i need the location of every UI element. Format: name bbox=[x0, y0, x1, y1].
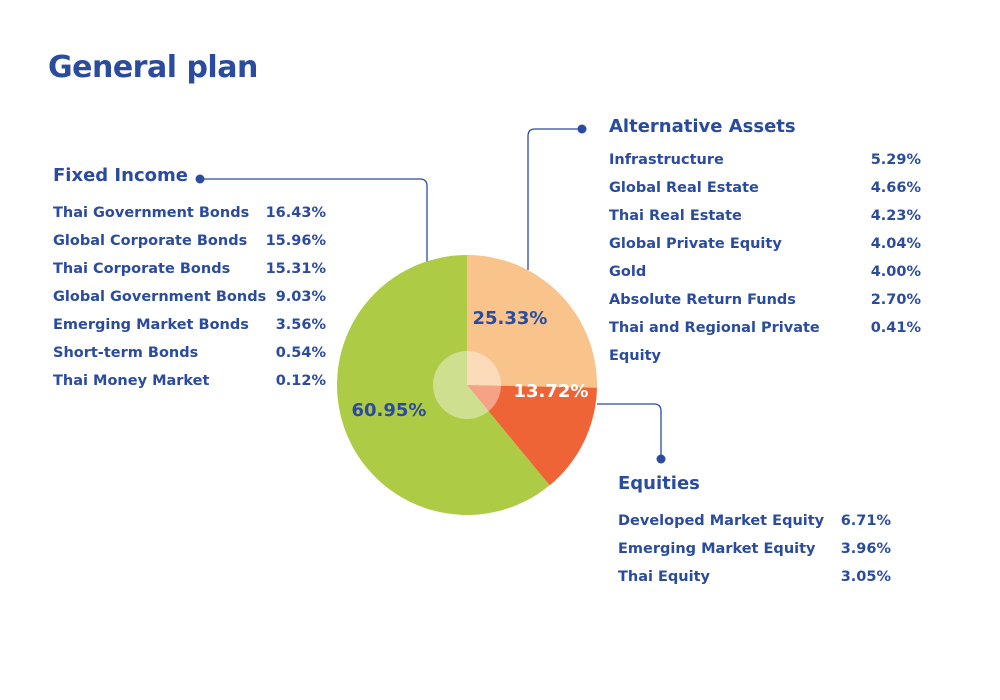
item-name: Short-term Bonds bbox=[53, 345, 199, 361]
item-value: 4.23% bbox=[870, 208, 921, 224]
item-name: Absolute Return Funds bbox=[609, 292, 796, 308]
list-item: Thai Equity 3.05% bbox=[618, 563, 891, 591]
item-name: Thai Equity bbox=[618, 569, 710, 585]
group-title: Equities bbox=[618, 473, 700, 494]
list-item: Short-term Bonds 0.54% bbox=[53, 339, 326, 367]
item-name: Thai and Regional Private Equity bbox=[609, 320, 820, 364]
pie-slice-equities bbox=[467, 385, 597, 486]
item-value: 15.96% bbox=[265, 233, 326, 249]
alternative-assets-group: Alternative Assets Infrastructure 5.29% Gl… bbox=[609, 116, 921, 364]
fixed-income-connector bbox=[200, 178, 428, 262]
pie-slice-alternative-assets bbox=[467, 255, 597, 388]
item-value: 5.29% bbox=[870, 152, 921, 168]
item-name: Thai Corporate Bonds bbox=[53, 261, 231, 277]
slice-label-alternative: 25.33% bbox=[473, 308, 548, 329]
list-item: Developed Market Equity 6.71% bbox=[618, 507, 891, 535]
item-value: 6.71% bbox=[840, 513, 891, 529]
equities-dot bbox=[656, 454, 666, 464]
page-title: General plan bbox=[48, 50, 258, 85]
list-item: Thai Government Bonds 16.43% bbox=[53, 199, 326, 227]
list-item: Global Private Equity 4.04% bbox=[609, 230, 921, 258]
item-value: 15.31% bbox=[265, 261, 326, 277]
group-title: Fixed Income bbox=[53, 165, 188, 186]
item-name: Global Real Estate bbox=[609, 180, 759, 196]
alternative-connector bbox=[527, 128, 582, 270]
list-item: Emerging Market Bonds 3.56% bbox=[53, 311, 326, 339]
group-title: Alternative Assets bbox=[609, 116, 796, 137]
item-value: 9.03% bbox=[275, 289, 326, 305]
item-value: 3.96% bbox=[840, 541, 891, 557]
item-name: Thai Government Bonds bbox=[53, 205, 250, 221]
item-name: Global Private Equity bbox=[609, 236, 782, 252]
item-value: 16.43% bbox=[265, 205, 326, 221]
item-name: Emerging Market Bonds bbox=[53, 317, 249, 333]
item-name: Emerging Market Equity bbox=[618, 541, 816, 557]
list-item: Gold 4.00% bbox=[609, 258, 921, 286]
fixed-income-dot bbox=[195, 174, 205, 184]
item-value: 4.00% bbox=[870, 264, 921, 280]
list-item: Thai Money Market 0.12% bbox=[53, 367, 326, 395]
item-name: Thai Real Estate bbox=[609, 208, 742, 224]
item-name: Thai Money Market bbox=[53, 373, 210, 389]
item-name: Gold bbox=[609, 264, 647, 280]
item-value: 0.54% bbox=[275, 345, 326, 361]
item-name: Global Corporate Bonds bbox=[53, 233, 248, 249]
item-name: Global Government Bonds bbox=[53, 289, 267, 305]
list-item: Emerging Market Equity 3.96% bbox=[618, 535, 891, 563]
slice-label-equities: 13.72% bbox=[514, 381, 589, 402]
list-item: Absolute Return Funds 2.70% bbox=[609, 286, 921, 314]
slice-label-fixed-income: 60.95% bbox=[352, 400, 427, 421]
list-item: Infrastructure 5.29% bbox=[609, 146, 921, 174]
item-value: 4.66% bbox=[870, 180, 921, 196]
equities-group: Equities Developed Market Equity 6.71% Eme… bbox=[618, 473, 891, 591]
list-item: Global Corporate Bonds 15.96% bbox=[53, 227, 326, 255]
item-name: Infrastructure bbox=[609, 152, 724, 168]
list-item: Thai Corporate Bonds 15.31% bbox=[53, 255, 326, 283]
item-value: 4.04% bbox=[870, 236, 921, 252]
pie-center-highlight bbox=[433, 351, 501, 419]
item-name: Developed Market Equity bbox=[618, 513, 825, 529]
equities-connector bbox=[597, 403, 662, 459]
fixed-income-group: Fixed Income Thai Government Bonds 16.43%… bbox=[53, 165, 326, 395]
item-value: 2.70% bbox=[870, 292, 921, 308]
item-value: 0.41% bbox=[870, 320, 921, 336]
list-item: Thai and Regional Private Equity 0.41% bbox=[609, 314, 921, 364]
alternative-dot bbox=[577, 124, 587, 134]
list-item: Global Government Bonds 9.03% bbox=[53, 283, 326, 311]
pie-slice-fixed-income bbox=[337, 255, 550, 515]
item-value: 3.56% bbox=[275, 317, 326, 333]
list-item: Global Real Estate 4.66% bbox=[609, 174, 921, 202]
item-value: 3.05% bbox=[840, 569, 891, 585]
list-item: Thai Real Estate 4.23% bbox=[609, 202, 921, 230]
item-value: 0.12% bbox=[275, 373, 326, 389]
